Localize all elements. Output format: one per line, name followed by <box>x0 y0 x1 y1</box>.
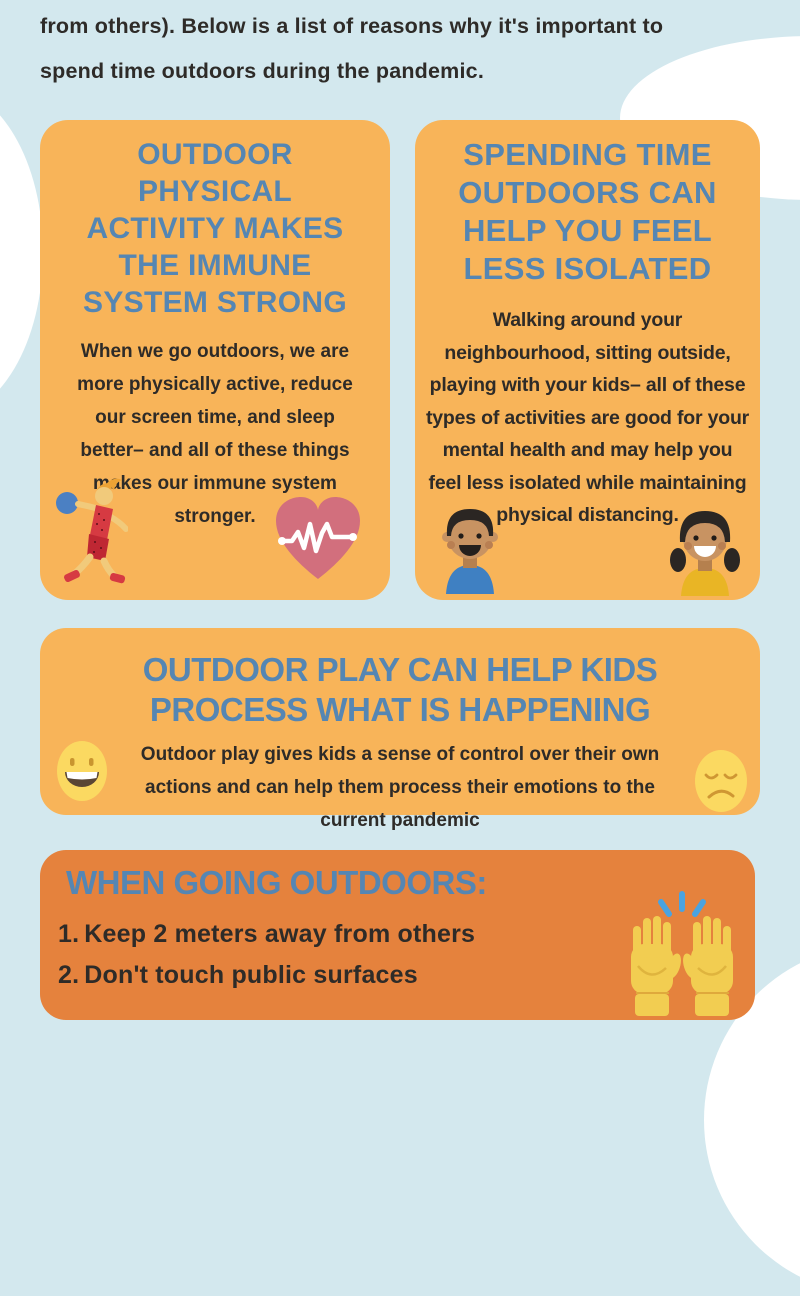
less-isolated-card: SPENDING TIME OUTDOORS CAN HELP YOU FEEL… <box>415 120 760 600</box>
intro-text: from others). Below is a list of reasons… <box>40 14 664 83</box>
grinning-emoji-icon <box>56 740 108 802</box>
play-card-body: Outdoor play gives kids a sense of contr… <box>140 744 660 831</box>
heart-heartbeat-icon <box>268 491 368 586</box>
immune-card-title: OUTDOOR PHYSICAL ACTIVITY MAKES THE IMMU… <box>83 138 347 319</box>
outdoor-rules-list: Keep 2 meters away from others Don't tou… <box>40 914 618 996</box>
immune-system-card: OUTDOOR PHYSICAL ACTIVITY MAKES THE IMMU… <box>40 120 390 600</box>
rule-item-1: Keep 2 meters away from others <box>84 920 476 948</box>
immune-card-body: When we go outdoors, we are more physica… <box>77 341 353 527</box>
isolation-card-body: Walking around your neighbourhood, sitti… <box>425 309 750 526</box>
rules-card-title: WHEN GOING OUTDOORS: <box>66 864 487 901</box>
pensive-emoji-icon <box>694 749 748 813</box>
isolation-card-title: SPENDING TIME OUTDOORS CAN HELP YOU FEEL… <box>458 137 717 286</box>
play-card-title: OUTDOOR PLAY CAN HELP KIDS PROCESS WHAT … <box>142 651 658 728</box>
boy-face-icon <box>435 502 505 594</box>
outdoor-play-card: OUTDOOR PLAY CAN HELP KIDS PROCESS WHAT … <box>40 628 760 831</box>
rule-item-2: Don't touch public surfaces <box>84 961 418 989</box>
handball-player-icon <box>52 476 129 592</box>
girl-face-icon <box>668 504 742 596</box>
background-circle-left <box>0 87 43 417</box>
going-outdoors-card: WHEN GOING OUTDOORS: Keep 2 meters away … <box>40 850 755 1020</box>
raising-hands-emoji-icon <box>623 886 741 1016</box>
